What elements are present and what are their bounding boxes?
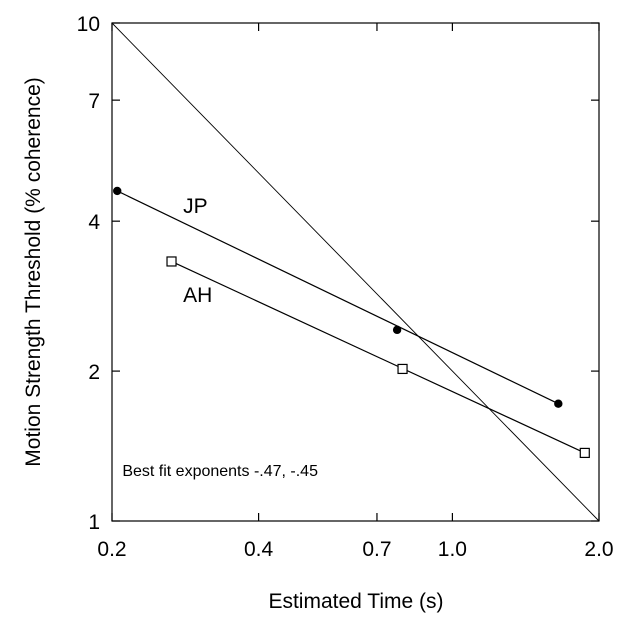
fit-lines-layer xyxy=(116,190,586,454)
x-tick-label: 1.0 xyxy=(438,538,467,561)
series-label-jp: JP xyxy=(183,195,208,218)
axis-ticks-layer: 0.2 0.4 0.7 1.0 2.0 1 2 4 7 10 xyxy=(77,13,614,561)
x-tick-label: 2.0 xyxy=(584,538,613,561)
y-axis-title: Motion Strength Threshold (% coherence) xyxy=(22,77,45,466)
x-axis-title: Estimated Time (s) xyxy=(268,590,443,613)
data-points-layer xyxy=(113,186,590,459)
plot-frame xyxy=(111,22,600,522)
data-point-jp-2 xyxy=(392,325,402,335)
x-tick-label: 0.4 xyxy=(244,538,274,561)
x-tick-label: 0.7 xyxy=(362,538,391,561)
data-point-jp-3 xyxy=(554,399,563,408)
annotations-layer: JP AH Best fit exponents -.47, -.45 xyxy=(122,195,318,480)
y-tick-label: 7 xyxy=(88,90,100,113)
reference-line-layer xyxy=(111,22,600,522)
fit-annotation: Best fit exponents -.47, -.45 xyxy=(122,463,318,480)
fit-line-jp xyxy=(116,190,559,405)
x-tick-label: 0.2 xyxy=(97,538,126,561)
y-tick-label: 10 xyxy=(77,13,100,36)
series-label-ah: AH xyxy=(183,284,212,307)
data-point-ah-3 xyxy=(579,447,590,459)
y-tick-label: 4 xyxy=(88,211,100,234)
y-tick-label: 2 xyxy=(88,361,100,384)
reference-line xyxy=(111,22,600,522)
y-tick-label: 1 xyxy=(88,511,100,534)
data-point-ah-1 xyxy=(166,256,177,267)
data-point-ah-2 xyxy=(397,363,408,375)
fit-line-ah xyxy=(171,260,586,454)
data-point-jp-1 xyxy=(113,186,122,196)
